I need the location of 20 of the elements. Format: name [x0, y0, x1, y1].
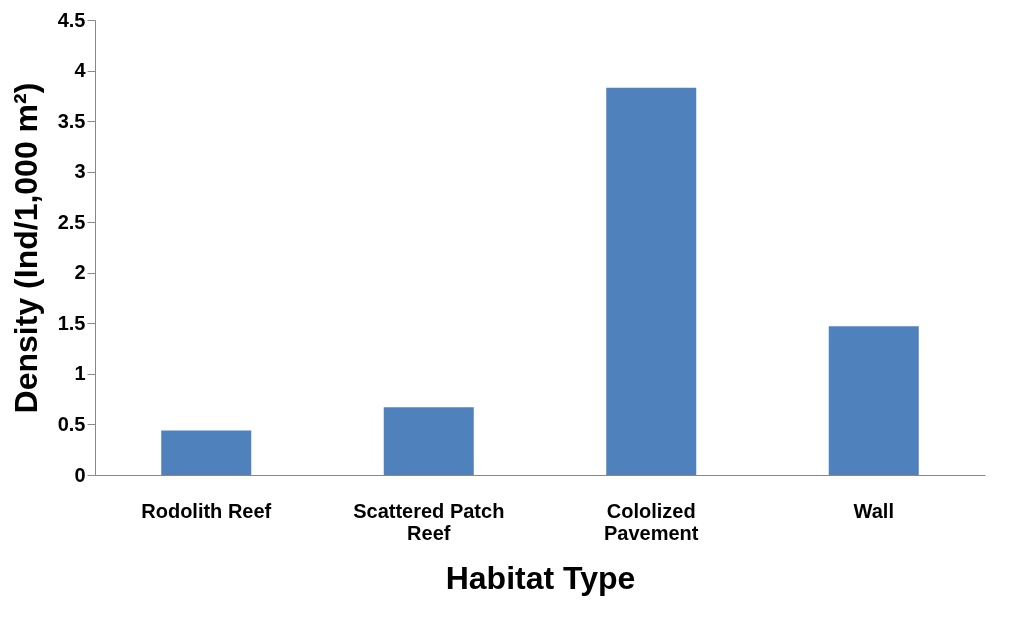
bar — [161, 430, 252, 475]
y-tick-label: 2.5 — [57, 210, 86, 233]
x-axis-title: Habitat Type — [445, 559, 636, 596]
y-tick-label: 1 — [74, 362, 86, 385]
y-tick-label: 4 — [74, 59, 87, 82]
x-tick-label: Cololized Pavement — [604, 499, 699, 544]
y-axis-title: Density (Ind/1,000 m²) — [7, 82, 44, 414]
bar — [606, 87, 697, 475]
y-tick-label: 2 — [74, 261, 86, 284]
y-tick-label: 0.5 — [57, 412, 86, 435]
y-tick-label: 1.5 — [57, 311, 86, 334]
y-tick-label: 4.5 — [57, 8, 86, 31]
y-tick-label: 3 — [74, 160, 86, 183]
y-tick-label: 3.5 — [57, 109, 86, 132]
x-tick-label: Wall — [853, 499, 894, 522]
bar — [828, 326, 919, 475]
x-tick-label: Scattered Patch Reef — [353, 499, 505, 544]
y-tick-label: 0 — [74, 463, 86, 486]
bar — [383, 407, 474, 475]
x-tick-label: Rodolith Reef — [141, 499, 272, 522]
